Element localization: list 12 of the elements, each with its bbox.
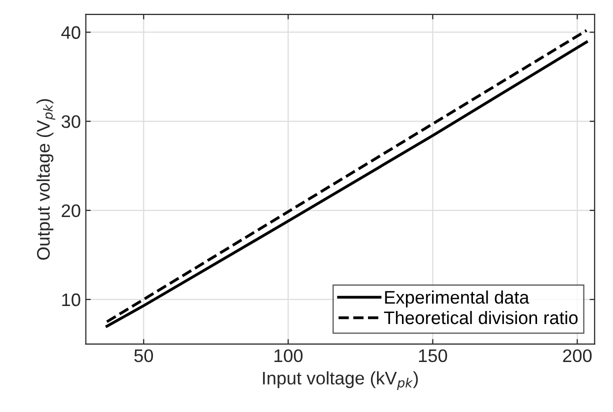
- x-tick-label: 50: [134, 349, 153, 362]
- x-axis-title: Input voltage (kV$_{pk}$): [263, 371, 418, 390]
- x-tick-label: 100: [274, 349, 303, 362]
- y-tick-label: 10: [62, 293, 80, 306]
- legend-label: Theoretical division ratio: [384, 310, 578, 324]
- y-tick-label: 20: [62, 204, 80, 218]
- y-tick-label: 30: [62, 115, 80, 128]
- x-tick-label: 150: [419, 349, 448, 362]
- y-axis-title: Output voltage (V$_{pk}$): [36, 99, 56, 260]
- y-tick-label: 40: [61, 26, 80, 39]
- x-tick-label: 200: [563, 349, 592, 362]
- legend-label: Experimental data: [385, 290, 530, 308]
